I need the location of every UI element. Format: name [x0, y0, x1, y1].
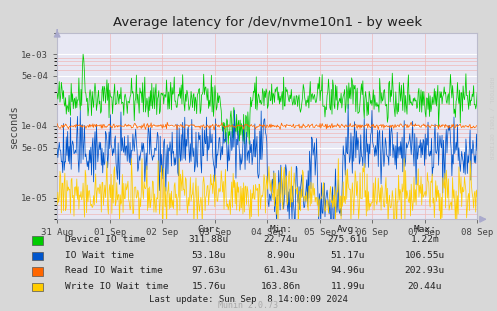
Text: IO Wait time: IO Wait time: [65, 251, 134, 259]
Text: Min:: Min:: [269, 225, 292, 234]
Text: 94.96u: 94.96u: [331, 266, 365, 275]
Text: Read IO Wait time: Read IO Wait time: [65, 266, 163, 275]
Text: 163.86n: 163.86n: [261, 282, 301, 290]
Text: 97.63u: 97.63u: [191, 266, 226, 275]
Text: Write IO Wait time: Write IO Wait time: [65, 282, 168, 290]
Text: 202.93u: 202.93u: [405, 266, 445, 275]
Text: 53.18u: 53.18u: [191, 251, 226, 259]
Text: 275.61u: 275.61u: [328, 235, 368, 244]
Text: 1.22m: 1.22m: [411, 235, 439, 244]
Text: Munin 2.0.73: Munin 2.0.73: [219, 301, 278, 310]
Text: 51.17u: 51.17u: [331, 251, 365, 259]
Text: Device IO time: Device IO time: [65, 235, 145, 244]
Text: 311.88u: 311.88u: [189, 235, 229, 244]
Y-axis label: seconds: seconds: [8, 104, 18, 148]
Text: Cur:: Cur:: [197, 225, 220, 234]
Text: Max:: Max:: [414, 225, 436, 234]
Title: Average latency for /dev/nvme10n1 - by week: Average latency for /dev/nvme10n1 - by w…: [113, 16, 421, 29]
Text: 15.76u: 15.76u: [191, 282, 226, 290]
Text: 8.90u: 8.90u: [266, 251, 295, 259]
Text: 22.74u: 22.74u: [263, 235, 298, 244]
Text: 20.44u: 20.44u: [408, 282, 442, 290]
Text: RRDTOOL / TOBI OETIKER: RRDTOOL / TOBI OETIKER: [488, 77, 493, 160]
Text: 61.43u: 61.43u: [263, 266, 298, 275]
Text: Avg:: Avg:: [336, 225, 359, 234]
Text: 11.99u: 11.99u: [331, 282, 365, 290]
Text: 106.55u: 106.55u: [405, 251, 445, 259]
Text: Last update: Sun Sep  8 14:00:09 2024: Last update: Sun Sep 8 14:00:09 2024: [149, 295, 348, 304]
